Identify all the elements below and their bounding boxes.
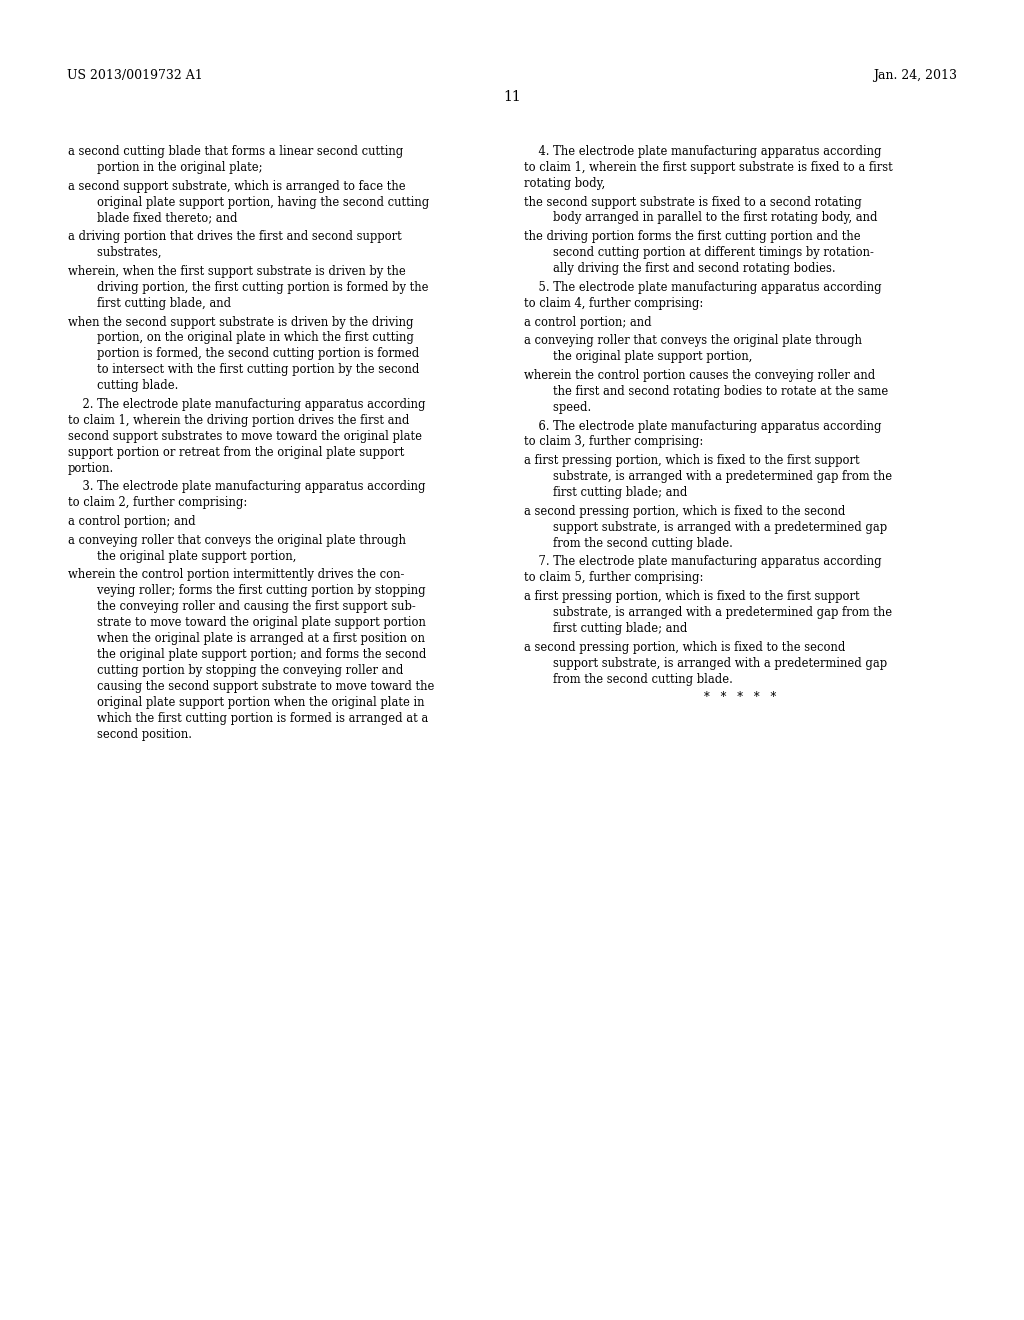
Text: to claim 1, wherein the driving portion drives the first and: to claim 1, wherein the driving portion … — [68, 414, 410, 426]
Text: to claim 4, further comprising:: to claim 4, further comprising: — [524, 297, 703, 310]
Text: the original plate support portion,: the original plate support portion, — [524, 350, 753, 363]
Text: US 2013/0019732 A1: US 2013/0019732 A1 — [67, 69, 203, 82]
Text: portion, on the original plate in which the first cutting: portion, on the original plate in which … — [68, 331, 414, 345]
Text: portion in the original plate;: portion in the original plate; — [68, 161, 262, 174]
Text: 2. The electrode plate manufacturing apparatus according: 2. The electrode plate manufacturing app… — [68, 397, 426, 411]
Text: when the second support substrate is driven by the driving: when the second support substrate is dri… — [68, 315, 414, 329]
Text: a driving portion that drives the first and second support: a driving portion that drives the first … — [68, 230, 401, 243]
Text: portion.: portion. — [68, 462, 115, 475]
Text: support portion or retreat from the original plate support: support portion or retreat from the orig… — [68, 446, 404, 458]
Text: a control portion; and: a control portion; and — [68, 515, 196, 528]
Text: rotating body,: rotating body, — [524, 177, 606, 190]
Text: a second support substrate, which is arranged to face the: a second support substrate, which is arr… — [68, 180, 406, 193]
Text: substrates,: substrates, — [68, 246, 162, 259]
Text: *   *   *   *   *: * * * * * — [705, 692, 776, 705]
Text: 7. The electrode plate manufacturing apparatus according: 7. The electrode plate manufacturing app… — [524, 556, 882, 569]
Text: 3. The electrode plate manufacturing apparatus according: 3. The electrode plate manufacturing app… — [68, 480, 426, 494]
Text: wherein, when the first support substrate is driven by the: wherein, when the first support substrat… — [68, 265, 406, 279]
Text: driving portion, the first cutting portion is formed by the: driving portion, the first cutting porti… — [68, 281, 428, 294]
Text: to claim 1, wherein the first support substrate is fixed to a first: to claim 1, wherein the first support su… — [524, 161, 893, 174]
Text: wherein the control portion causes the conveying roller and: wherein the control portion causes the c… — [524, 370, 876, 381]
Text: veying roller; forms the first cutting portion by stopping: veying roller; forms the first cutting p… — [68, 585, 426, 598]
Text: from the second cutting blade.: from the second cutting blade. — [524, 537, 733, 549]
Text: to claim 2, further comprising:: to claim 2, further comprising: — [68, 496, 247, 510]
Text: first cutting blade; and: first cutting blade; and — [524, 486, 688, 499]
Text: causing the second support substrate to move toward the: causing the second support substrate to … — [68, 680, 434, 693]
Text: the driving portion forms the first cutting portion and the: the driving portion forms the first cutt… — [524, 230, 861, 243]
Text: to claim 5, further comprising:: to claim 5, further comprising: — [524, 572, 703, 585]
Text: second cutting portion at different timings by rotation-: second cutting portion at different timi… — [524, 246, 874, 259]
Text: first cutting blade, and: first cutting blade, and — [68, 297, 231, 310]
Text: the original plate support portion; and forms the second: the original plate support portion; and … — [68, 648, 426, 661]
Text: the second support substrate is fixed to a second rotating: the second support substrate is fixed to… — [524, 195, 862, 209]
Text: from the second cutting blade.: from the second cutting blade. — [524, 672, 733, 685]
Text: a control portion; and: a control portion; and — [524, 315, 652, 329]
Text: a second pressing portion, which is fixed to the second: a second pressing portion, which is fixe… — [524, 504, 846, 517]
Text: the first and second rotating bodies to rotate at the same: the first and second rotating bodies to … — [524, 385, 889, 397]
Text: second support substrates to move toward the original plate: second support substrates to move toward… — [68, 430, 422, 442]
Text: a first pressing portion, which is fixed to the first support: a first pressing portion, which is fixed… — [524, 590, 860, 603]
Text: a first pressing portion, which is fixed to the first support: a first pressing portion, which is fixed… — [524, 454, 860, 467]
Text: 5. The electrode plate manufacturing apparatus according: 5. The electrode plate manufacturing app… — [524, 281, 882, 294]
Text: 11: 11 — [503, 90, 521, 104]
Text: to claim 3, further comprising:: to claim 3, further comprising: — [524, 436, 703, 449]
Text: cutting portion by stopping the conveying roller and: cutting portion by stopping the conveyin… — [68, 664, 403, 677]
Text: to intersect with the first cutting portion by the second: to intersect with the first cutting port… — [68, 363, 420, 376]
Text: a conveying roller that conveys the original plate through: a conveying roller that conveys the orig… — [524, 334, 862, 347]
Text: which the first cutting portion is formed is arranged at a: which the first cutting portion is forme… — [68, 711, 428, 725]
Text: 4. The electrode plate manufacturing apparatus according: 4. The electrode plate manufacturing app… — [524, 145, 882, 158]
Text: second position.: second position. — [68, 727, 193, 741]
Text: portion is formed, the second cutting portion is formed: portion is formed, the second cutting po… — [68, 347, 419, 360]
Text: when the original plate is arranged at a first position on: when the original plate is arranged at a… — [68, 632, 425, 645]
Text: blade fixed thereto; and: blade fixed thereto; and — [68, 211, 238, 224]
Text: Jan. 24, 2013: Jan. 24, 2013 — [873, 69, 957, 82]
Text: cutting blade.: cutting blade. — [68, 379, 178, 392]
Text: original plate support portion, having the second cutting: original plate support portion, having t… — [68, 195, 429, 209]
Text: body arranged in parallel to the first rotating body, and: body arranged in parallel to the first r… — [524, 211, 878, 224]
Text: substrate, is arranged with a predetermined gap from the: substrate, is arranged with a predetermi… — [524, 470, 893, 483]
Text: wherein the control portion intermittently drives the con-: wherein the control portion intermittent… — [68, 569, 404, 582]
Text: ally driving the first and second rotating bodies.: ally driving the first and second rotati… — [524, 263, 837, 275]
Text: support substrate, is arranged with a predetermined gap: support substrate, is arranged with a pr… — [524, 656, 888, 669]
Text: support substrate, is arranged with a predetermined gap: support substrate, is arranged with a pr… — [524, 521, 888, 533]
Text: strate to move toward the original plate support portion: strate to move toward the original plate… — [68, 616, 426, 630]
Text: a conveying roller that conveys the original plate through: a conveying roller that conveys the orig… — [68, 533, 406, 546]
Text: substrate, is arranged with a predetermined gap from the: substrate, is arranged with a predetermi… — [524, 606, 893, 619]
Text: a second pressing portion, which is fixed to the second: a second pressing portion, which is fixe… — [524, 640, 846, 653]
Text: first cutting blade; and: first cutting blade; and — [524, 622, 688, 635]
Text: a second cutting blade that forms a linear second cutting: a second cutting blade that forms a line… — [68, 145, 403, 158]
Text: 6. The electrode plate manufacturing apparatus according: 6. The electrode plate manufacturing app… — [524, 420, 882, 433]
Text: original plate support portion when the original plate in: original plate support portion when the … — [68, 696, 425, 709]
Text: the conveying roller and causing the first support sub-: the conveying roller and causing the fir… — [68, 601, 416, 614]
Text: the original plate support portion,: the original plate support portion, — [68, 549, 296, 562]
Text: speed.: speed. — [524, 401, 592, 413]
